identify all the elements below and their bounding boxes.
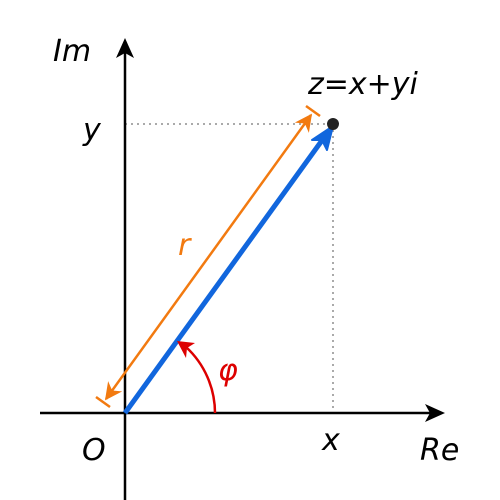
argument-label: φ (218, 353, 238, 388)
imaginary-axis-label: Im (53, 34, 91, 69)
x-label: x (321, 423, 340, 458)
modulus-cap (95, 395, 111, 409)
vector-arrow (311, 125, 334, 151)
modulus-label: r (178, 228, 192, 263)
real-axis-arrow (425, 404, 445, 422)
modulus-cap (305, 104, 321, 118)
angle-arrow (177, 341, 195, 358)
origin-label: O (82, 433, 106, 468)
real-axis-label: Re (420, 433, 459, 468)
point-label: z=x+yi (307, 67, 419, 102)
vector (122, 137, 326, 415)
y-label: y (82, 113, 102, 148)
point (327, 118, 339, 130)
imaginary-axis-arrow (116, 38, 134, 58)
angle-arc (185, 346, 217, 414)
modulus-line (104, 113, 313, 401)
